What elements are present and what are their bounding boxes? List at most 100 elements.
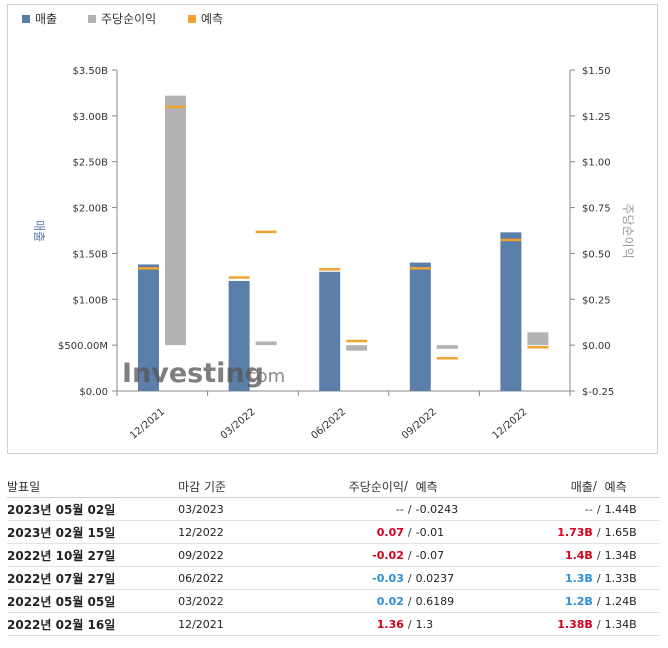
cell-eps: -0.02 — [276, 543, 404, 567]
table-row: 2022년 10월 27일 09/2022 -0.02/-0.07 1.4B/1.34… — [7, 543, 660, 567]
cell-slash: / — [592, 612, 605, 636]
header-date[interactable]: 발표일 — [7, 475, 179, 498]
eps-forecast-mark — [346, 339, 368, 343]
cell-revenue: 1.3B — [514, 566, 593, 590]
revenue-bar — [228, 280, 250, 391]
cell-eps-forecast: 1.3 — [415, 612, 515, 636]
cell-slash: / — [592, 543, 605, 567]
cell-revenue-forecast: 1.34B — [604, 612, 660, 636]
cell-eps-forecast: 0.0237 — [415, 566, 515, 590]
header-eps[interactable]: 주당순이익 — [276, 475, 404, 498]
revenue-forecast-mark — [319, 268, 341, 271]
cell-date: 2022년 05월 05일 — [7, 589, 179, 613]
cell-revenue-forecast: 1.65B — [604, 520, 660, 544]
left-tick-label: $2.00B — [73, 204, 109, 215]
cell-slash: / — [403, 497, 416, 521]
cell-slash: / — [403, 566, 416, 590]
header-slash: / — [592, 475, 605, 498]
x-tick-label: 12/2022 — [491, 407, 530, 442]
table-header-row: 발표일 마감 기준 주당순이익 / 예측 매출 / 예측 — [7, 475, 660, 498]
header-revenue[interactable]: 매출 — [514, 475, 593, 498]
legend-swatch — [22, 15, 30, 23]
cell-slash: / — [403, 589, 416, 613]
eps-bar — [165, 95, 186, 346]
table-row: 2022년 05월 05일 03/2022 0.02/0.6189 1.2B/1.24… — [7, 589, 660, 613]
cell-period: 03/2022 — [178, 589, 277, 613]
right-tick-label: $-0.25 — [582, 387, 614, 398]
eps-bar — [255, 341, 277, 346]
cell-period: 12/2021 — [178, 612, 277, 636]
legend-label: 매출 — [35, 12, 57, 26]
legend-swatch — [88, 15, 96, 23]
left-tick-label: $3.50B — [73, 66, 109, 77]
header-slash: / — [403, 475, 416, 498]
left-tick-label: $1.50B — [73, 249, 109, 260]
revenue-forecast-mark — [138, 267, 159, 270]
cell-slash: / — [592, 520, 605, 544]
table-row: 2022년 07월 27일 06/2022 -0.03/0.0237 1.3B/1.3… — [7, 566, 660, 590]
eps-forecast-mark — [165, 105, 186, 109]
x-tick-label: 06/2022 — [309, 407, 348, 442]
x-tick-label: 12/2021 — [128, 407, 167, 442]
cell-date: 2022년 10월 27일 — [7, 543, 179, 567]
investing-logo-suffix: .com — [241, 366, 285, 387]
revenue-forecast-mark — [228, 276, 250, 279]
revenue-forecast-mark — [500, 238, 522, 242]
chart-svg: 매출 주당순이익 예측$3.50B$3.00B$2.50B$2.00B$1.50B$… — [22, 12, 635, 442]
right-tick-label: $0.50 — [582, 249, 611, 260]
earnings-table: 발표일 마감 기준 주당순이익 / 예측 매출 / 예측 2023년 05월 0… — [7, 475, 660, 636]
investing-logo-text: Investing — [122, 358, 264, 389]
cell-slash: / — [403, 520, 416, 544]
cell-date: 2022년 07월 27일 — [7, 566, 179, 590]
cell-date: 2022년 02월 16일 — [7, 612, 179, 636]
y-axis-right-title: 주당순이익 — [621, 203, 635, 258]
legend-swatch — [188, 15, 196, 23]
cell-revenue-forecast: 1.24B — [604, 589, 660, 613]
cell-eps-forecast: -0.0243 — [415, 497, 515, 521]
right-tick-label: $1.25 — [582, 112, 611, 123]
cell-revenue: 1.38B — [514, 612, 593, 636]
y-axis-left-title: 매출 — [32, 220, 46, 242]
cell-slash: / — [592, 497, 605, 521]
eps-bar — [527, 332, 549, 346]
cell-period: 06/2022 — [178, 566, 277, 590]
cell-slash: / — [403, 543, 416, 567]
revenue-forecast-mark — [409, 267, 431, 270]
revenue-bar — [138, 264, 159, 391]
eps-forecast-mark — [255, 230, 277, 234]
header-period[interactable]: 마감 기준 — [178, 475, 277, 498]
cell-eps: 1.36 — [276, 612, 404, 636]
cell-slash: / — [592, 566, 605, 590]
cell-eps-forecast: 0.6189 — [415, 589, 515, 613]
earnings-chart: 매출 주당순이익 예측 $3.50B $3.00B $2.50B $2.00B $1.50B $… — [7, 4, 658, 454]
cell-date: 2023년 02월 15일 — [7, 520, 179, 544]
legend-label: 예측 — [201, 12, 223, 26]
cell-eps-forecast: -0.01 — [415, 520, 515, 544]
cell-revenue-forecast: 1.34B — [604, 543, 660, 567]
header-revenue-forecast[interactable]: 예측 — [604, 475, 660, 498]
left-tick-label: $3.00B — [73, 112, 109, 123]
table-row: 2022년 02월 16일 12/2021 1.36/1.3 1.38B/1.34B — [7, 612, 660, 636]
revenue-bar — [409, 262, 431, 391]
cell-period: 12/2022 — [178, 520, 277, 544]
cell-eps-forecast: -0.07 — [415, 543, 515, 567]
right-tick-label: $0.25 — [582, 295, 611, 306]
x-tick-label: 03/2022 — [219, 407, 258, 442]
left-tick-label: $1.00B — [73, 295, 109, 306]
cell-revenue: 1.2B — [514, 589, 593, 613]
eps-bar — [346, 345, 368, 351]
cell-revenue-forecast: 1.33B — [604, 566, 660, 590]
table-row: 2023년 02월 15일 12/2022 0.07/-0.01 1.73B/1.65… — [7, 520, 660, 544]
cell-revenue: 1.73B — [514, 520, 593, 544]
right-tick-label: $1.00 — [582, 158, 611, 169]
right-tick-label: $0.75 — [582, 204, 611, 215]
left-tick-label: $0.00 — [79, 387, 108, 398]
header-eps-forecast[interactable]: 예측 — [415, 475, 515, 498]
revenue-bar — [500, 232, 522, 391]
table-row: 2023년 05월 02일 03/2023 -- / -0.0243 --/1.44B — [7, 497, 660, 521]
cell-eps: 0.02 — [276, 589, 404, 613]
cell-eps: -0.03 — [276, 566, 404, 590]
cell-eps: -- — [276, 497, 404, 521]
cell-period: 09/2022 — [178, 543, 277, 567]
eps-forecast-mark — [527, 345, 549, 349]
